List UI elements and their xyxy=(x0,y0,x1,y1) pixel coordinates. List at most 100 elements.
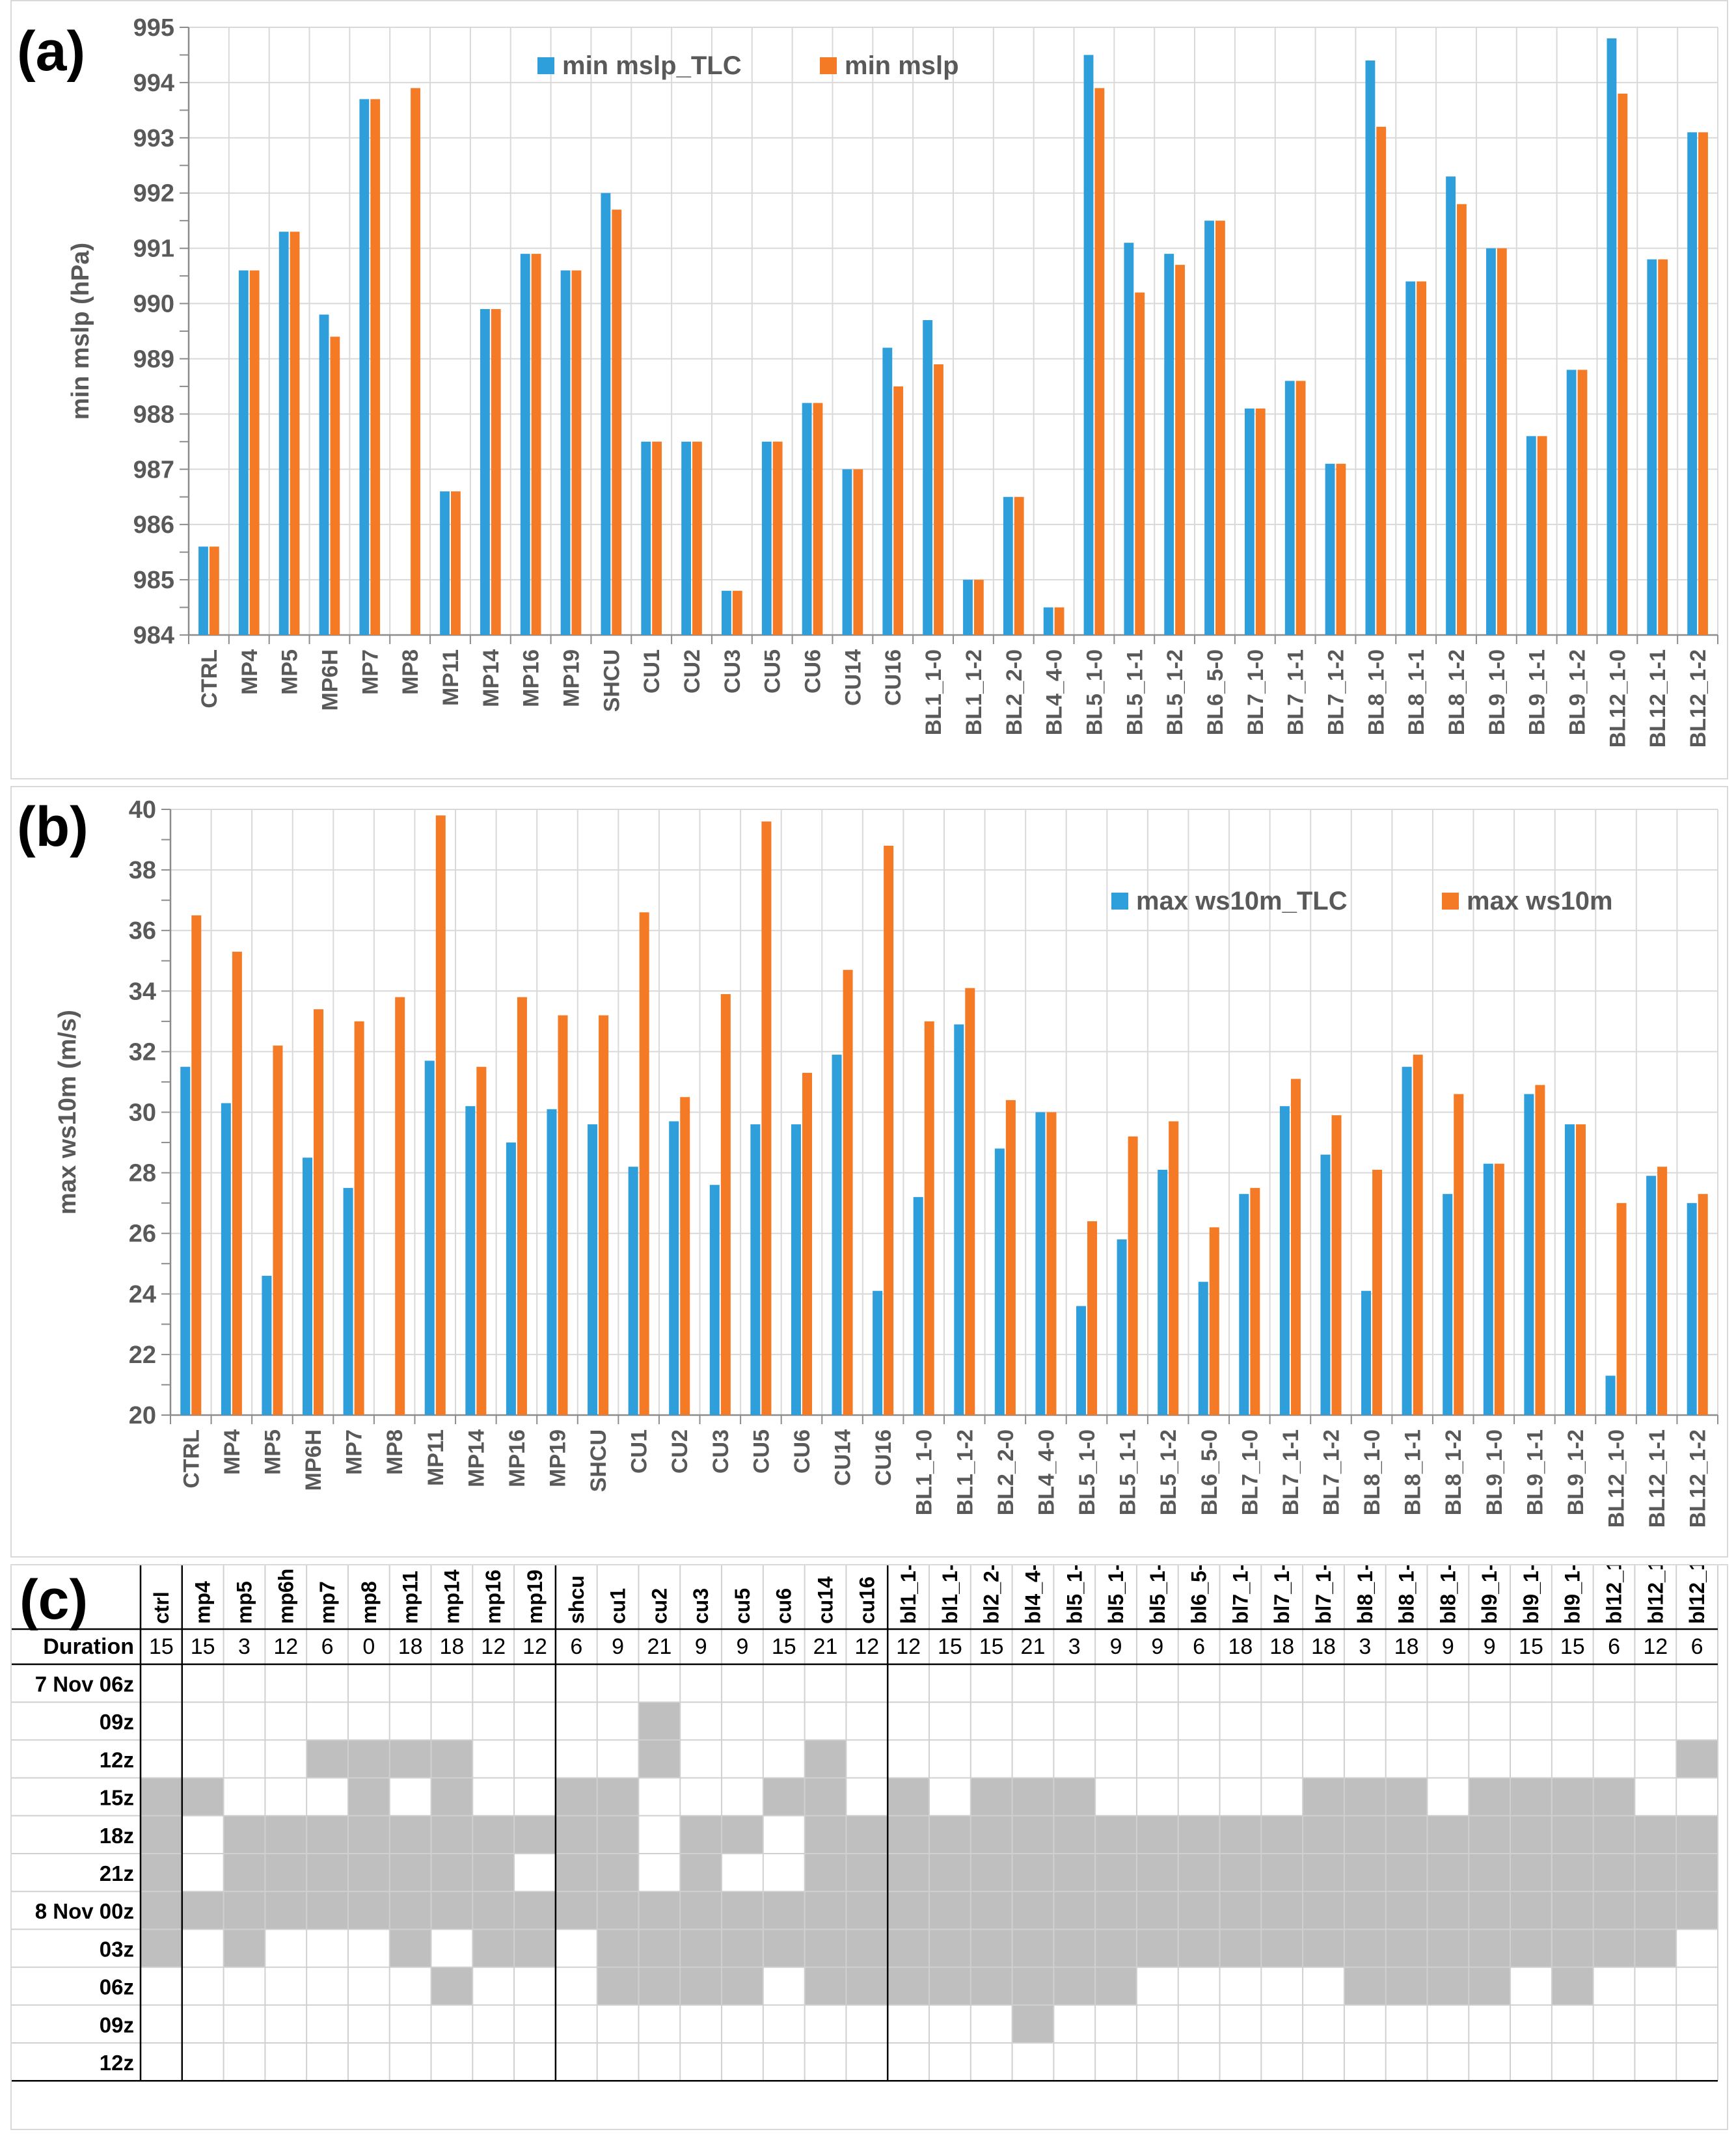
duration-value: 9 xyxy=(695,1634,707,1659)
duration-value: 0 xyxy=(362,1634,375,1659)
duration-value: 15 xyxy=(979,1634,1004,1659)
bar xyxy=(1320,1154,1331,1415)
x-tick-label: MP14 xyxy=(464,1429,489,1487)
x-tick-label: BL7_1-0 xyxy=(1238,1429,1262,1515)
column-header: ctrl xyxy=(150,1591,173,1624)
panel-label: (a) xyxy=(17,20,85,83)
shaded-cell xyxy=(888,1967,929,2005)
x-tick-label: BL12_1-2 xyxy=(1686,649,1711,748)
bar xyxy=(450,491,461,635)
column-header: bl1_1-0 xyxy=(897,1565,920,1624)
x-tick-label: BL7_1-2 xyxy=(1320,1429,1344,1515)
duration-value: 9 xyxy=(736,1634,748,1659)
shaded-cell xyxy=(141,1815,182,1854)
shaded-cell xyxy=(1136,1815,1178,1854)
shaded-cell xyxy=(472,1815,515,1854)
bar xyxy=(1454,1094,1464,1415)
bar xyxy=(1209,1227,1219,1415)
bar xyxy=(1014,496,1024,635)
bar xyxy=(1443,1194,1453,1415)
shaded-cell xyxy=(804,1854,847,1892)
bar xyxy=(506,1142,516,1415)
column-header: bl8_1-1 xyxy=(1395,1565,1418,1624)
y-tick-label: 991 xyxy=(133,236,174,263)
bar xyxy=(1204,221,1214,635)
row-label: 03z xyxy=(100,1937,134,1961)
bar xyxy=(290,232,300,635)
duration-value: 12 xyxy=(522,1634,547,1659)
panel-a: 984 985 986 987 988 989 990 991 992 993 994 995 min … xyxy=(10,0,1728,779)
bar xyxy=(330,336,340,635)
duration-value: 9 xyxy=(1110,1634,1122,1659)
bar xyxy=(1279,1106,1290,1415)
shaded-cell xyxy=(1551,1929,1594,1967)
shaded-cell xyxy=(722,1929,763,1967)
shaded-cell xyxy=(1303,1854,1344,1892)
y-tick-label: 38 xyxy=(129,857,156,884)
duration-value: 12 xyxy=(481,1634,506,1659)
x-tick-label: MP11 xyxy=(424,1429,448,1486)
bar xyxy=(435,815,446,1415)
shaded-cell xyxy=(306,1854,348,1892)
x-tick-label: CU6 xyxy=(790,1429,815,1474)
x-tick-label: CU3 xyxy=(720,649,745,694)
shaded-cell xyxy=(1427,1815,1469,1854)
shaded-cell xyxy=(555,1854,597,1892)
y-tick-label: 34 xyxy=(129,978,156,1005)
shaded-cell xyxy=(555,1815,597,1854)
bar xyxy=(641,441,651,635)
bar xyxy=(601,193,611,635)
bar xyxy=(884,845,894,1415)
shaded-cell xyxy=(1012,2005,1054,2043)
bar xyxy=(669,1121,679,1415)
legend-label: min mslp xyxy=(845,51,959,80)
bar xyxy=(1494,1163,1504,1415)
duration-value: 15 xyxy=(772,1634,796,1659)
bar xyxy=(1698,132,1708,635)
y-tick-label: 985 xyxy=(133,567,174,594)
shaded-cell xyxy=(1136,1854,1178,1892)
bar xyxy=(1128,1136,1138,1415)
bar xyxy=(1094,88,1105,635)
x-tick-label: MP11 xyxy=(439,649,463,706)
duration-value: 6 xyxy=(1691,1634,1703,1659)
shaded-cell xyxy=(638,1967,681,2005)
y-tick-label: 30 xyxy=(129,1100,156,1127)
x-tick-label: MP7 xyxy=(342,1429,367,1475)
y-tick-label: 22 xyxy=(129,1342,156,1369)
bar xyxy=(343,1187,353,1415)
bar xyxy=(1658,259,1668,636)
shaded-cell xyxy=(929,1891,971,1930)
shaded-cell xyxy=(1012,1967,1054,2005)
column-header: bl9_1-1 xyxy=(1519,1565,1543,1624)
column-header: bl9_1-2 xyxy=(1561,1565,1584,1624)
shaded-cell xyxy=(1012,1854,1054,1892)
shaded-cell xyxy=(431,1854,473,1892)
x-tick-label: MP6H xyxy=(301,1429,326,1491)
bar xyxy=(465,1106,476,1415)
shaded-cell xyxy=(597,1815,639,1854)
bar xyxy=(440,491,450,635)
legend-swatch xyxy=(537,57,554,74)
x-tick-label: BL12_1-2 xyxy=(1686,1429,1711,1528)
x-tick-label: MP16 xyxy=(519,649,544,707)
column-header: bl7_1-0 xyxy=(1228,1565,1252,1624)
bar xyxy=(1135,292,1145,636)
shaded-cell xyxy=(1136,1891,1178,1930)
bar xyxy=(547,1109,557,1415)
duration-value: 21 xyxy=(1021,1634,1046,1659)
x-tick-label: BL8_1-0 xyxy=(1360,1429,1385,1515)
shaded-cell xyxy=(638,1891,681,1930)
shaded-cell xyxy=(1219,1854,1262,1892)
shaded-cell xyxy=(804,1815,847,1854)
shaded-cell xyxy=(1385,1891,1428,1930)
shaded-cell xyxy=(1676,1854,1718,1892)
shaded-cell xyxy=(514,1929,556,1967)
shaded-cell xyxy=(597,1929,639,1967)
shaded-cell xyxy=(1053,1854,1096,1892)
bar xyxy=(1361,1291,1372,1415)
row-label: 06z xyxy=(100,1975,134,1999)
duration-label: Duration xyxy=(43,1634,134,1659)
shaded-cell xyxy=(223,1891,265,1930)
bar xyxy=(692,441,702,635)
